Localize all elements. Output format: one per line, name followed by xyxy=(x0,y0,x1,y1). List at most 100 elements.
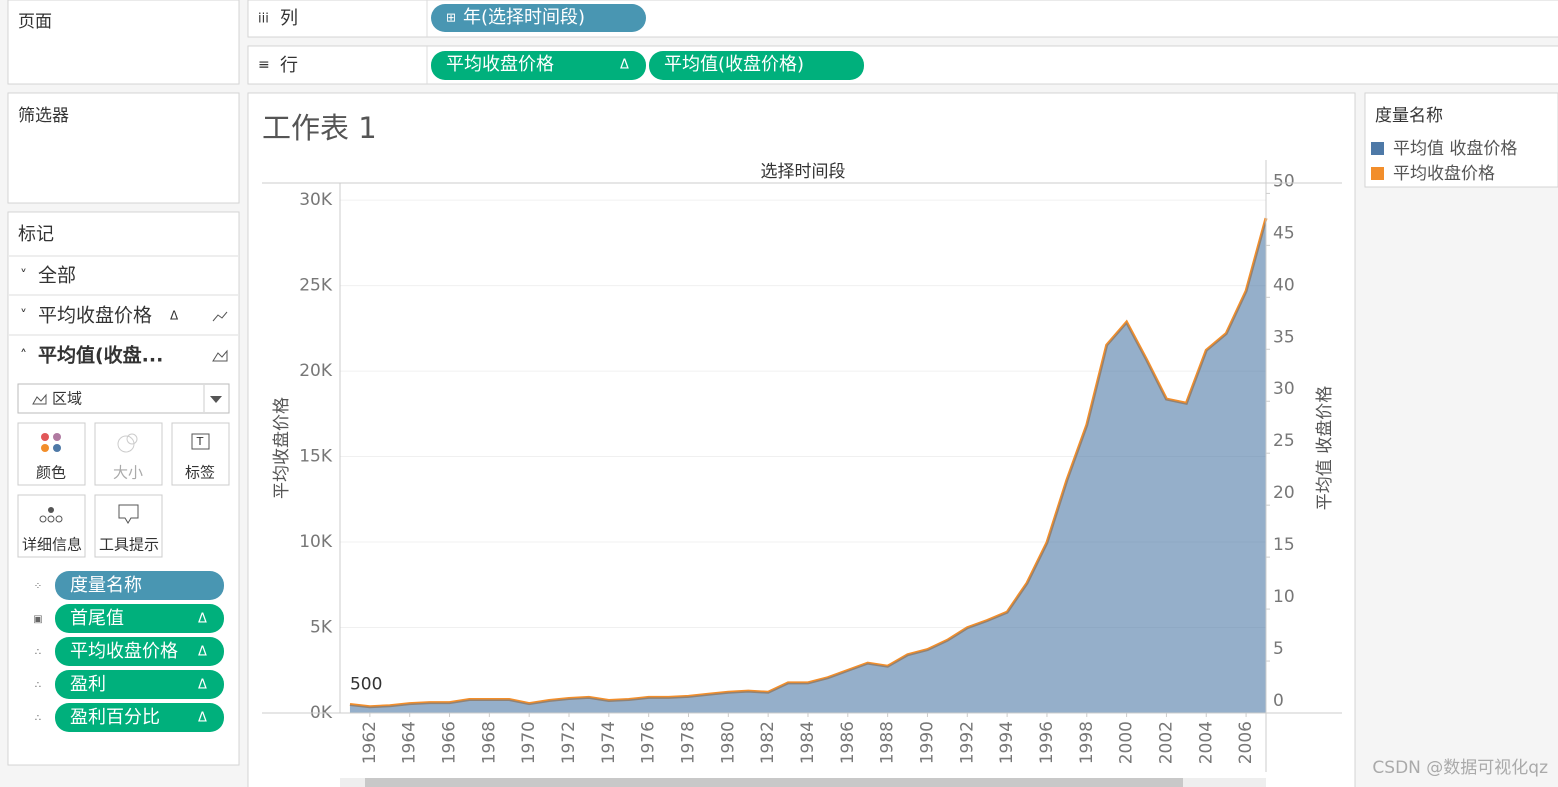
shelf-icon: iii xyxy=(258,12,269,27)
x-tick-label: 1994 xyxy=(997,721,1017,764)
detail-button[interactable] xyxy=(17,494,86,558)
pill-icon: ∴ xyxy=(35,713,41,724)
marks-card-line[interactable]: 平均收盘价格 xyxy=(38,305,152,327)
legend-swatch xyxy=(1371,142,1384,155)
pill-label[interactable]: 盈利 xyxy=(70,674,106,695)
button-label[interactable]: 颜色 xyxy=(36,464,66,482)
x-tick-label: 1982 xyxy=(758,721,778,764)
y2-tick-label: 15 xyxy=(1273,535,1295,555)
pages-card xyxy=(7,0,240,85)
y-tick-label: 5K xyxy=(310,618,333,638)
y2-tick-label: 35 xyxy=(1273,327,1295,347)
mark-type[interactable]: 区域 xyxy=(52,390,82,408)
rows-label: 行 xyxy=(280,55,298,76)
legend-title: 度量名称 xyxy=(1375,106,1443,126)
y2-tick-label: 5 xyxy=(1273,639,1284,659)
button-label[interactable]: 标签 xyxy=(185,464,215,482)
marks-pill[interactable] xyxy=(55,604,224,633)
x-tick-label: 1988 xyxy=(878,721,898,764)
expand-icon[interactable]: ˅ xyxy=(20,308,27,324)
pill-icon: ∴ xyxy=(35,680,41,691)
marks-title: 标记 xyxy=(18,224,54,245)
button-label[interactable]: 大小 xyxy=(113,464,143,482)
label-button[interactable] xyxy=(171,422,230,486)
y2-tick-label: 10 xyxy=(1273,587,1295,607)
y-tick-label: 15K xyxy=(299,447,333,467)
svg-text:⊞: ⊞ xyxy=(446,11,456,25)
y2-tick-label: 20 xyxy=(1273,483,1295,503)
collapse-icon[interactable]: ˄ xyxy=(20,348,27,364)
y2-tick-label: 45 xyxy=(1273,223,1295,243)
mark-type-dropdown[interactable] xyxy=(17,383,230,414)
delta-icon: Δ xyxy=(170,309,179,323)
y2-tick-label: 25 xyxy=(1273,431,1295,451)
area-icon xyxy=(32,393,47,405)
svg-text:T: T xyxy=(196,435,204,448)
scrollbar-thumb[interactable] xyxy=(365,778,1183,787)
pill-label[interactable]: 平均值(收盘价格) xyxy=(664,54,804,75)
x-tick-label: 1976 xyxy=(639,721,659,764)
shelf-icon: ≡ xyxy=(258,57,270,73)
filters-card xyxy=(7,92,240,204)
x-tick-label: 1996 xyxy=(1037,721,1057,764)
x-tick-label: 1962 xyxy=(360,721,380,764)
legend-label: 平均值 收盘价格 xyxy=(1393,139,1517,159)
area xyxy=(349,218,1266,714)
x-tick-label: 2004 xyxy=(1196,721,1216,764)
sheet-title: 工作表 1 xyxy=(262,111,377,145)
pill-label[interactable]: 平均收盘价格 xyxy=(446,54,554,75)
x-tick-label: 1964 xyxy=(400,721,420,764)
x-tick-label: 1986 xyxy=(838,721,858,764)
expand-icon[interactable]: ˅ xyxy=(20,268,27,284)
x-tick-label: 2002 xyxy=(1156,721,1176,764)
x-tick-label: 1980 xyxy=(718,721,738,764)
delta-icon: Δ xyxy=(198,645,207,660)
filters-title: 筛选器 xyxy=(18,106,69,126)
pill-label[interactable]: 盈利百分比 xyxy=(70,707,160,728)
legend xyxy=(1364,92,1558,188)
pill-label[interactable]: 首尾值 xyxy=(70,608,124,629)
columns-pill[interactable] xyxy=(431,4,646,32)
button-label[interactable]: 工具提示 xyxy=(99,536,159,554)
delta-icon: Δ xyxy=(198,711,207,726)
x-tick-label: 2000 xyxy=(1117,721,1137,764)
marks-pill[interactable] xyxy=(55,703,224,732)
marks-card-all[interactable]: 全部 xyxy=(38,265,76,287)
marks-pill[interactable] xyxy=(55,637,224,666)
color-button[interactable] xyxy=(17,422,86,486)
x-tick-label: 1970 xyxy=(519,721,539,764)
x-tick-label: 1974 xyxy=(599,721,619,764)
pill-label[interactable]: 年(选择时间段) xyxy=(463,7,585,28)
pill-icon: ∴ xyxy=(35,647,41,658)
y2-tick-label: 30 xyxy=(1273,379,1295,399)
watermark: CSDN @数据可视化qz xyxy=(1372,758,1548,778)
marks-pill[interactable] xyxy=(55,571,224,600)
pages-title: 页面 xyxy=(18,12,52,32)
legend-label: 平均收盘价格 xyxy=(1393,164,1495,184)
y-tick-label: 25K xyxy=(299,276,333,296)
rows-pill[interactable] xyxy=(649,51,864,80)
x-tick-label: 1978 xyxy=(678,721,698,764)
y-tick-label: 30K xyxy=(299,190,333,210)
y-axis-title: 平均收盘价格 xyxy=(272,397,292,499)
x-tick-label: 1968 xyxy=(479,721,499,764)
rows-pill[interactable] xyxy=(431,51,646,80)
x-tick-label: 1992 xyxy=(957,721,977,764)
marks-card-area[interactable]: 平均值(收盘... xyxy=(38,344,163,367)
delta-icon: Δ xyxy=(620,58,629,73)
x-tick-label: 2006 xyxy=(1236,721,1256,764)
button-label[interactable]: 详细信息 xyxy=(22,536,82,554)
y2-tick-label: 50 xyxy=(1273,171,1295,191)
delta-icon: Δ xyxy=(198,612,207,627)
pill-label[interactable]: 度量名称 xyxy=(70,575,142,596)
marks-pill[interactable] xyxy=(55,670,224,699)
line-icon xyxy=(212,311,228,322)
size-button[interactable] xyxy=(94,422,163,486)
pill-icon: ⁘ xyxy=(34,581,42,592)
x-tick-label: 1966 xyxy=(440,721,460,764)
pill-label[interactable]: 平均收盘价格 xyxy=(70,641,178,662)
dropdown-arrow[interactable] xyxy=(210,396,222,403)
y2-tick-label: 40 xyxy=(1273,275,1295,295)
plot: 0K5K10K15K20K25K30K051015202530354045501… xyxy=(262,160,1342,772)
